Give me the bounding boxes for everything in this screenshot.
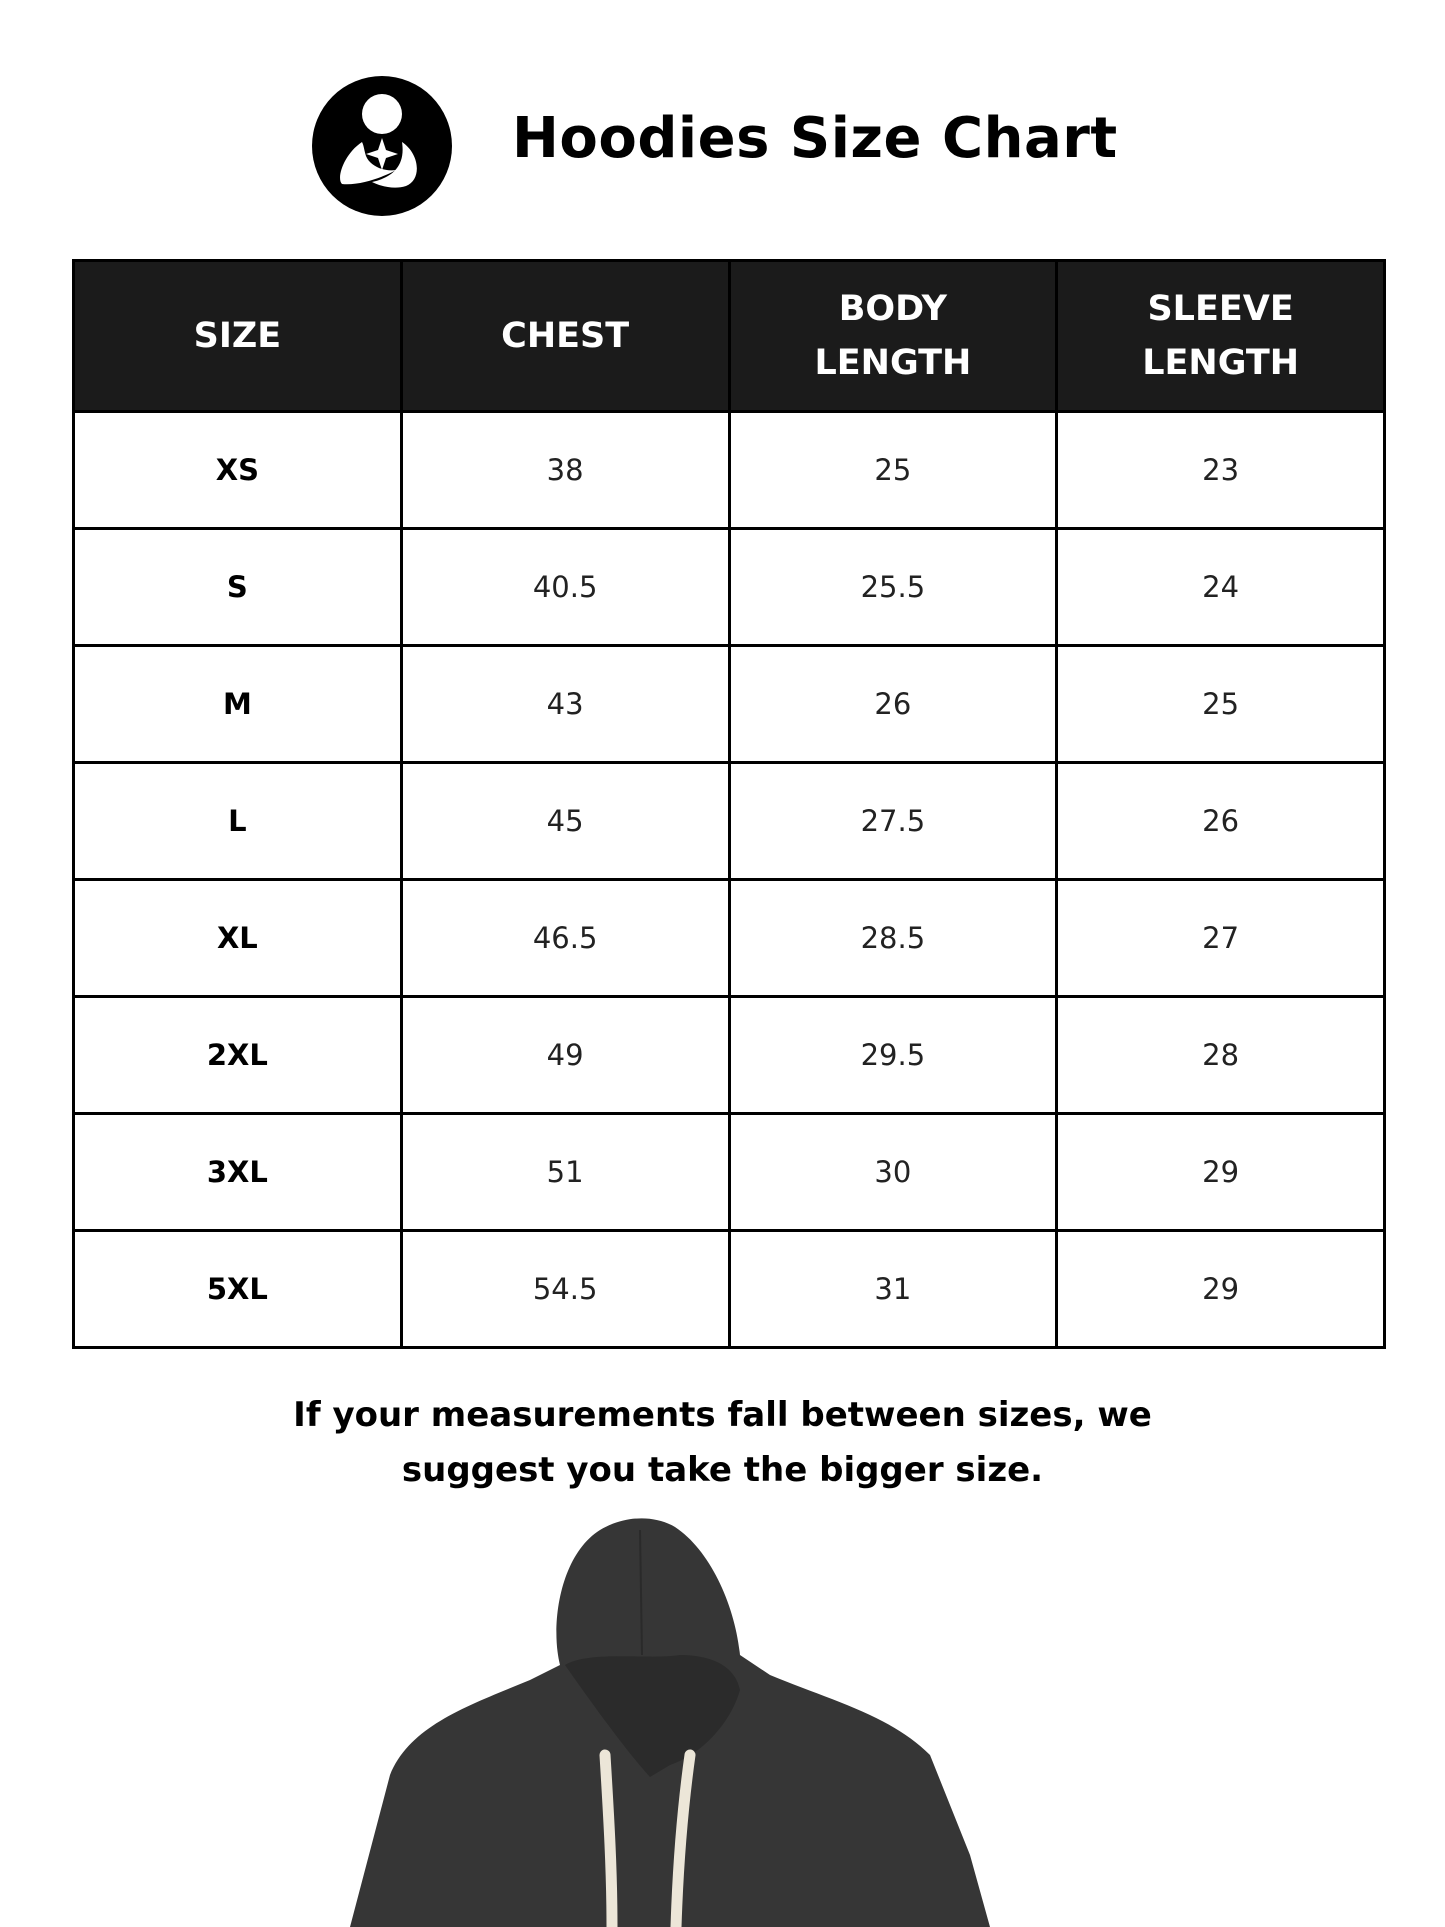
size-cell: XS <box>72 410 403 530</box>
column-header-body-length: BODY LENGTH <box>727 259 1059 413</box>
body-length-cell: 25.5 <box>727 527 1059 647</box>
page-title: Hoodies Size Chart <box>512 106 1118 171</box>
header-text: LENGTH <box>814 343 972 383</box>
size-cell: 2XL <box>72 995 403 1115</box>
table-row: M 43 26 25 <box>72 644 1386 764</box>
chest-cell: 49 <box>399 995 731 1115</box>
size-chart-table: SIZE CHEST BODY LENGTH SLEEVE LENGTH XS 38 2… <box>72 259 1386 1349</box>
column-header-chest: CHEST <box>399 259 731 413</box>
sleeve-length-cell: 28 <box>1055 995 1386 1115</box>
size-cell: 5XL <box>72 1229 403 1349</box>
size-cell: S <box>72 527 403 647</box>
size-cell: L <box>72 761 403 881</box>
table-row: 5XL 54.5 31 29 <box>72 1229 1386 1349</box>
table-row: XS 38 25 23 <box>72 410 1386 530</box>
sleeve-length-cell: 23 <box>1055 410 1386 530</box>
brand-logo-icon <box>312 76 452 216</box>
table-row: L 45 27.5 26 <box>72 761 1386 881</box>
size-cell: XL <box>72 878 403 998</box>
body-length-cell: 27.5 <box>727 761 1059 881</box>
chest-cell: 43 <box>399 644 731 764</box>
chest-cell: 51 <box>399 1112 731 1232</box>
header-text: CHEST <box>501 316 630 356</box>
note-line: If your measurements fall between sizes,… <box>293 1395 1152 1435</box>
body-length-cell: 29.5 <box>727 995 1059 1115</box>
size-cell: 3XL <box>72 1112 403 1232</box>
note-line: suggest you take the bigger size. <box>401 1450 1044 1490</box>
body-length-cell: 30 <box>727 1112 1059 1232</box>
hoodie-image <box>350 1518 990 1927</box>
table-row: XL 46.5 28.5 27 <box>72 878 1386 998</box>
table-header-row: SIZE CHEST BODY LENGTH SLEEVE LENGTH <box>72 259 1386 413</box>
column-header-size: SIZE <box>72 259 403 413</box>
sleeve-length-cell: 27 <box>1055 878 1386 998</box>
body-length-cell: 26 <box>727 644 1059 764</box>
header-text: SIZE <box>193 316 282 356</box>
sizing-note: If your measurements fall between sizes,… <box>0 1388 1445 1498</box>
header-text: BODY <box>838 289 948 329</box>
table-row: 3XL 51 30 29 <box>72 1112 1386 1232</box>
table-row: 2XL 49 29.5 28 <box>72 995 1386 1115</box>
sleeve-length-cell: 26 <box>1055 761 1386 881</box>
size-cell: M <box>72 644 403 764</box>
sleeve-length-cell: 25 <box>1055 644 1386 764</box>
table-row: S 40.5 25.5 24 <box>72 527 1386 647</box>
header-text: LENGTH <box>1142 343 1300 383</box>
chest-cell: 38 <box>399 410 731 530</box>
column-header-sleeve-length: SLEEVE LENGTH <box>1055 259 1386 413</box>
chest-cell: 46.5 <box>399 878 731 998</box>
sleeve-length-cell: 29 <box>1055 1229 1386 1349</box>
sleeve-length-cell: 24 <box>1055 527 1386 647</box>
chest-cell: 40.5 <box>399 527 731 647</box>
sleeve-length-cell: 29 <box>1055 1112 1386 1232</box>
body-length-cell: 28.5 <box>727 878 1059 998</box>
chest-cell: 45 <box>399 761 731 881</box>
chest-cell: 54.5 <box>399 1229 731 1349</box>
body-length-cell: 31 <box>727 1229 1059 1349</box>
body-length-cell: 25 <box>727 410 1059 530</box>
header-text: SLEEVE <box>1147 289 1294 329</box>
